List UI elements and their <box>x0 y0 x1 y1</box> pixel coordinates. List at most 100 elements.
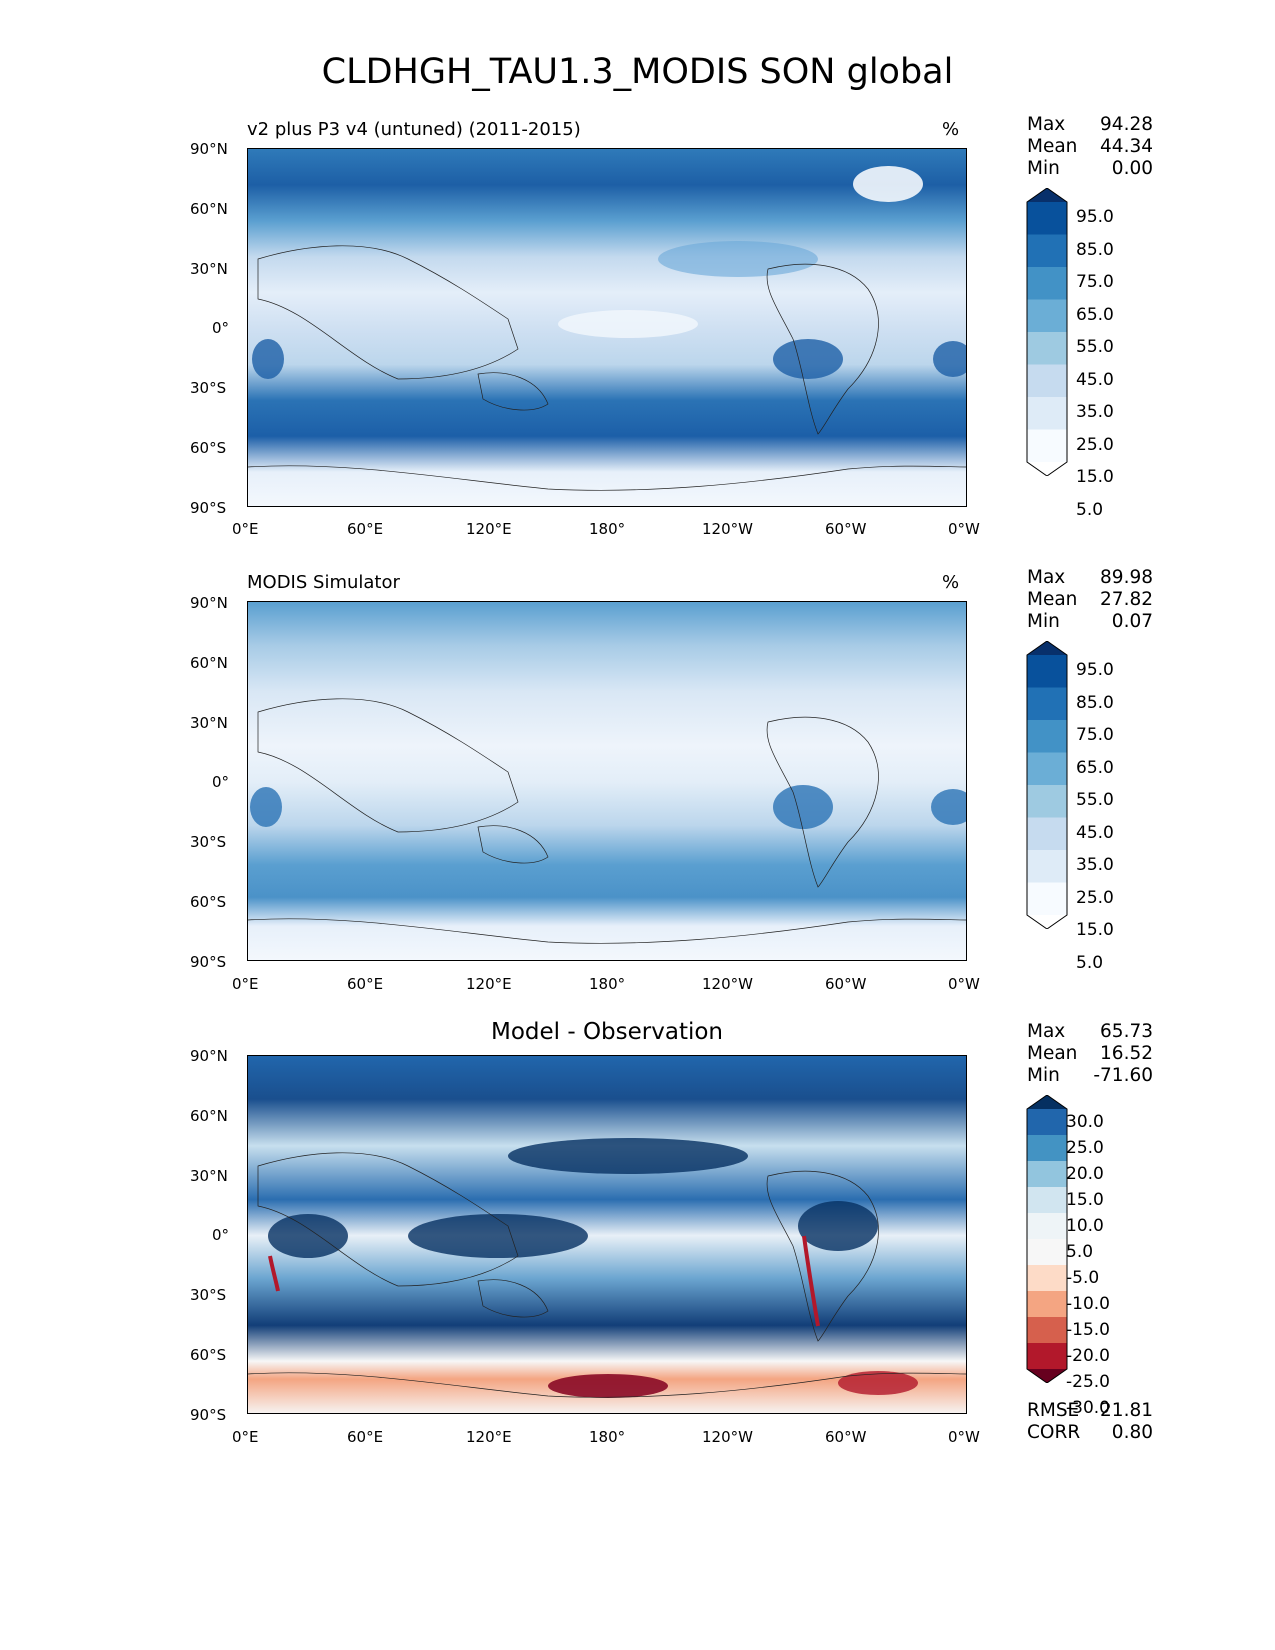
colorbar-tick-label: 25.0 <box>1076 887 1114 908</box>
colorbar-swatches <box>1026 187 1068 477</box>
panel-2-xtick: 60°W <box>825 975 867 993</box>
panel-3-ytick: 60°N <box>190 1107 228 1125</box>
panel-3-ytick: 0° <box>212 1226 230 1244</box>
panel-1-field <box>248 149 966 506</box>
panel-3-colorbar <box>1025 1094 1069 1387</box>
colorbar-tick-label: 55.0 <box>1076 337 1114 358</box>
panel-3-ytick: 90°N <box>190 1047 228 1065</box>
colorbar-tick-label: -10.0 <box>1066 1294 1110 1315</box>
colorbar-swatch <box>1027 397 1067 430</box>
colorbar-swatch <box>1027 752 1067 786</box>
panel-3-xtick: 60°E <box>347 1428 384 1446</box>
panel-2-ytick: 30°N <box>190 714 228 732</box>
colorbar-swatch <box>1027 1343 1067 1370</box>
colorbar-tick-label: 25.0 <box>1076 434 1114 455</box>
stat-value: 0.00 <box>1111 158 1153 179</box>
colorbar-outline <box>1026 640 1068 930</box>
panel-1-ytick: 60°S <box>190 439 227 457</box>
colorbar-tick-label: -15.0 <box>1066 1320 1110 1341</box>
stat-label: Min <box>1027 1065 1060 1086</box>
colorbar-swatches <box>1026 1094 1068 1384</box>
colorbar-tick-label: 15.0 <box>1066 1190 1104 1211</box>
stat-value: 0.07 <box>1111 611 1153 632</box>
panel-1-units: % <box>942 119 960 140</box>
panel-2-ytick: 90°N <box>190 594 228 612</box>
colorbar-extend-bottom <box>1027 1369 1067 1383</box>
colorbar-swatch <box>1027 1317 1067 1344</box>
panel-1-xtick: 60°W <box>825 520 867 538</box>
colorbar-tick-label: 25.0 <box>1066 1138 1104 1159</box>
colorbar-tick-label: 5.0 <box>1066 1242 1094 1263</box>
colorbar-swatch <box>1027 687 1067 721</box>
colorbar-swatch <box>1027 429 1067 463</box>
panel-1-title: v2 plus P3 v4 (untuned) (2011-2015) <box>247 119 581 140</box>
panel-3-ytick: 30°N <box>190 1167 228 1185</box>
panel-1-xtick: 0°E <box>232 520 259 538</box>
panel-2-title: MODIS Simulator <box>247 572 400 593</box>
panel-2-xtick: 60°E <box>347 975 384 993</box>
colorbar-swatch <box>1027 1213 1067 1240</box>
stat-value: 44.34 <box>1100 136 1153 157</box>
colorbar-swatch <box>1027 785 1067 818</box>
colorbar-tick-label: 95.0 <box>1076 660 1114 681</box>
colorbar-tick-label: 75.0 <box>1076 272 1114 293</box>
panel-1-xtick: 120°W <box>702 520 753 538</box>
colorbar-tick-label: -30.0 <box>1066 1398 1110 1419</box>
panel-2-ytick: 60°S <box>190 893 227 911</box>
panel-2-ytick: 30°S <box>190 833 227 851</box>
panel-3-stats: Max 65.73 Mean 16.52 Min -71.60 <box>1027 1021 1153 1087</box>
panel-3-xtick: 0°W <box>948 1428 980 1446</box>
colorbar-tick-label: 75.0 <box>1076 725 1114 746</box>
panel-3-ytick: 60°S <box>190 1346 227 1364</box>
colorbar-swatch <box>1027 655 1067 688</box>
stat-value: 65.73 <box>1100 1021 1153 1042</box>
colorbar-tick-label: 55.0 <box>1076 790 1114 811</box>
panel-2-stats: Max 89.98 Mean 27.82 Min 0.07 <box>1027 567 1153 633</box>
colorbar-extend-top <box>1027 641 1067 655</box>
colorbar-swatch <box>1027 332 1067 365</box>
panel-2-map <box>247 601 967 961</box>
colorbar-swatch <box>1027 882 1067 916</box>
colorbar-swatch <box>1027 364 1067 398</box>
stat-value: -71.60 <box>1093 1065 1153 1086</box>
stat-label: Min <box>1027 158 1060 179</box>
panel-3-title: Model - Observation <box>490 1019 724 1045</box>
colorbar-tick-label: 5.0 <box>1076 952 1104 973</box>
panel-1-ytick: 30°S <box>190 379 227 397</box>
stat-label: Max <box>1027 567 1066 588</box>
colorbar-outline <box>1026 187 1068 477</box>
panel-2-ytick: 60°N <box>190 654 228 672</box>
colorbar-tick-label: 15.0 <box>1076 920 1114 941</box>
panel-2-colorbar <box>1025 640 1069 933</box>
panel-1-ytick: 30°N <box>190 260 228 278</box>
stat-value: 0.80 <box>1111 1422 1153 1443</box>
colorbar-tick-label: 5.0 <box>1076 499 1104 520</box>
colorbar-tick-label: 95.0 <box>1076 207 1114 228</box>
colorbar-swatch <box>1027 1291 1067 1318</box>
stat-label: Mean <box>1027 136 1078 157</box>
panel-2-xtick: 120°E <box>466 975 512 993</box>
panel-3-xtick: 120°W <box>702 1428 753 1446</box>
stat-value: 16.52 <box>1100 1043 1153 1064</box>
stat-label: Mean <box>1027 589 1078 610</box>
figure-title: CLDHGH_TAU1.3_MODIS SON global <box>321 52 954 92</box>
colorbar-swatch <box>1027 817 1067 851</box>
panel-2-colorbar-labels: 95.0 85.0 75.0 65.0 55.0 45.0 35.0 25.0 15.0 5.0 <box>1076 641 1156 973</box>
panel-1-ytick: 0° <box>212 319 230 337</box>
panel-1-colorbar <box>1025 187 1069 480</box>
panel-2-field <box>248 602 966 960</box>
colorbar-swatch <box>1027 720 1067 753</box>
colorbar-tick-label: 45.0 <box>1076 369 1114 390</box>
panel-1-colorbar-labels: 95.0 85.0 75.0 65.0 55.0 45.0 35.0 25.0 15.0 5.0 <box>1076 188 1156 520</box>
colorbar-swatches <box>1026 640 1068 930</box>
colorbar-swatch <box>1027 1239 1067 1266</box>
colorbar-extend-top <box>1027 1095 1067 1109</box>
stat-label: CORR <box>1027 1422 1081 1443</box>
colorbar-tick-label: 10.0 <box>1066 1216 1104 1237</box>
panel-2-units: % <box>942 572 960 593</box>
colorbar-swatch <box>1027 1135 1067 1162</box>
colorbar-swatch <box>1027 1161 1067 1188</box>
colorbar-tick-label: 35.0 <box>1076 855 1114 876</box>
stat-label: Max <box>1027 1021 1066 1042</box>
colorbar-tick-label: 35.0 <box>1076 402 1114 423</box>
